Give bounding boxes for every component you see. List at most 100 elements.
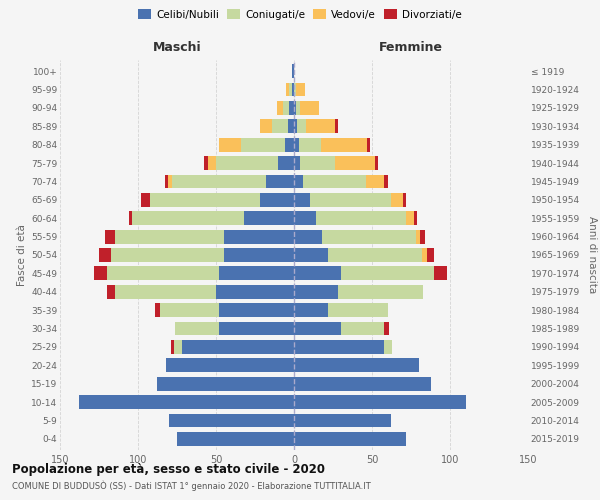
Bar xyxy=(160,304,219,317)
Bar xyxy=(260,120,272,133)
Bar xyxy=(112,248,224,262)
Bar xyxy=(177,432,294,446)
Bar xyxy=(406,212,414,225)
Bar xyxy=(414,212,417,225)
Bar xyxy=(171,340,174,354)
Text: COMUNE DI BUDDUSÒ (SS) - Dati ISTAT 1° gennaio 2020 - Elaborazione TUTTITALIA.IT: COMUNE DI BUDDUSÒ (SS) - Dati ISTAT 1° g… xyxy=(12,480,371,491)
Bar xyxy=(128,212,132,225)
Bar xyxy=(167,174,172,188)
Bar xyxy=(294,174,304,188)
Bar xyxy=(175,322,219,336)
Bar xyxy=(182,340,294,354)
Bar xyxy=(132,212,244,225)
Bar xyxy=(341,266,434,280)
Bar xyxy=(203,156,208,170)
Bar xyxy=(294,414,391,428)
Bar xyxy=(166,358,294,372)
Bar xyxy=(322,230,416,243)
Bar xyxy=(284,138,294,151)
Bar xyxy=(427,248,434,262)
Bar xyxy=(79,396,294,409)
Bar xyxy=(294,193,310,206)
Bar xyxy=(289,101,294,114)
Bar xyxy=(320,138,367,151)
Bar xyxy=(385,322,389,336)
Bar xyxy=(294,230,322,243)
Bar xyxy=(366,174,385,188)
Text: Femmine: Femmine xyxy=(379,42,443,54)
Bar xyxy=(294,396,466,409)
Bar xyxy=(292,64,294,78)
Bar xyxy=(289,82,292,96)
Text: Popolazione per età, sesso e stato civile - 2020: Popolazione per età, sesso e stato civil… xyxy=(12,462,325,475)
Bar xyxy=(385,174,388,188)
Bar xyxy=(375,156,378,170)
Bar xyxy=(338,285,424,298)
Bar xyxy=(385,340,392,354)
Bar xyxy=(260,193,294,206)
Bar xyxy=(244,212,294,225)
Bar xyxy=(296,101,300,114)
Bar xyxy=(208,156,216,170)
Bar xyxy=(174,340,182,354)
Bar xyxy=(286,82,289,96)
Bar xyxy=(266,174,294,188)
Bar xyxy=(94,266,107,280)
Bar xyxy=(169,414,294,428)
Bar xyxy=(297,120,307,133)
Bar xyxy=(294,120,297,133)
Bar xyxy=(294,266,341,280)
Legend: Celibi/Nubili, Coniugati/e, Vedovi/e, Divorziati/e: Celibi/Nubili, Coniugati/e, Vedovi/e, Di… xyxy=(134,5,466,24)
Bar xyxy=(294,138,299,151)
Bar xyxy=(141,193,151,206)
Bar xyxy=(300,156,335,170)
Bar xyxy=(107,266,219,280)
Bar xyxy=(294,82,296,96)
Bar xyxy=(294,212,316,225)
Bar xyxy=(310,193,391,206)
Bar xyxy=(403,193,406,206)
Bar xyxy=(416,230,421,243)
Bar xyxy=(107,285,115,298)
Bar xyxy=(278,156,294,170)
Bar xyxy=(224,230,294,243)
Bar xyxy=(155,304,160,317)
Text: Maschi: Maschi xyxy=(152,42,202,54)
Bar xyxy=(288,120,294,133)
Bar xyxy=(294,156,300,170)
Bar xyxy=(272,120,288,133)
Bar xyxy=(224,248,294,262)
Bar xyxy=(307,120,335,133)
Bar xyxy=(294,101,296,114)
Bar xyxy=(294,340,385,354)
Bar xyxy=(294,248,328,262)
Bar xyxy=(241,138,284,151)
Bar xyxy=(341,322,385,336)
Bar xyxy=(294,322,341,336)
Bar xyxy=(219,322,294,336)
Bar xyxy=(421,230,425,243)
Bar xyxy=(294,285,338,298)
Bar xyxy=(328,304,388,317)
Bar xyxy=(283,101,289,114)
Bar xyxy=(367,138,370,151)
Bar xyxy=(216,156,278,170)
Bar xyxy=(99,248,112,262)
Bar xyxy=(335,120,338,133)
Bar xyxy=(294,358,419,372)
Bar xyxy=(304,174,366,188)
Bar xyxy=(391,193,403,206)
Bar xyxy=(115,285,216,298)
Bar xyxy=(296,82,305,96)
Bar xyxy=(299,138,320,151)
Bar xyxy=(335,156,375,170)
Bar xyxy=(292,82,294,96)
Bar xyxy=(300,101,319,114)
Bar xyxy=(172,174,266,188)
Bar xyxy=(216,285,294,298)
Bar xyxy=(157,377,294,390)
Bar xyxy=(422,248,427,262)
Bar xyxy=(294,304,328,317)
Bar xyxy=(294,377,431,390)
Y-axis label: Fasce di età: Fasce di età xyxy=(17,224,27,286)
